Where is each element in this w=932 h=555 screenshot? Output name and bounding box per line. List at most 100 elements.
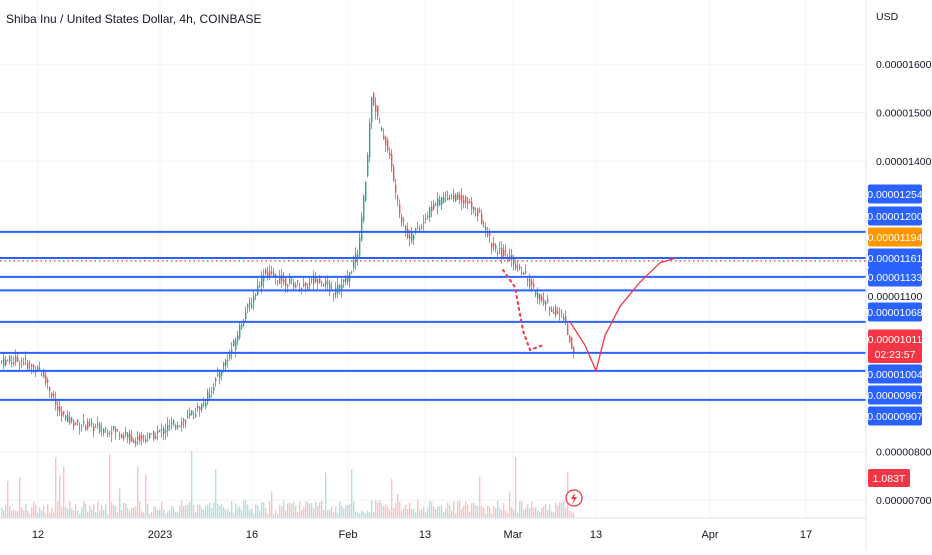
candle-body <box>515 264 517 270</box>
volume-bar <box>187 504 189 518</box>
candle-body <box>565 316 567 322</box>
volume-bar <box>515 457 517 518</box>
candle-body <box>411 230 413 241</box>
candle-body <box>163 428 165 435</box>
candle-body <box>107 432 109 435</box>
candle-body <box>303 283 305 287</box>
candle-body <box>481 213 483 225</box>
volume-bar <box>245 500 247 518</box>
candle-body <box>35 371 37 373</box>
volume-bar <box>395 502 397 518</box>
volume-bar <box>173 507 175 518</box>
volume-bar <box>291 503 293 518</box>
candle-body <box>7 360 9 362</box>
volume-bar <box>455 513 457 518</box>
candle-body <box>391 153 393 168</box>
volume-bar <box>189 501 191 518</box>
candle-body <box>165 430 167 433</box>
volume-bar <box>251 509 253 518</box>
volume-bar <box>97 501 99 518</box>
volume-bar <box>483 507 485 518</box>
candle-body <box>211 391 213 393</box>
price-label: 0.00000967 <box>867 390 923 402</box>
price-label: 0.00001254 <box>867 189 923 201</box>
volume-bar <box>273 513 275 518</box>
candle-body <box>109 433 111 434</box>
candle-body <box>393 166 395 182</box>
candle-body <box>543 299 545 304</box>
candle-body <box>131 435 133 442</box>
x-tick-label: Apr <box>701 529 718 541</box>
volume-bar <box>555 502 557 518</box>
candle-body <box>115 428 117 433</box>
volume-bar <box>399 501 401 518</box>
volume-bar <box>95 512 97 518</box>
volume-bar <box>217 503 219 518</box>
volume-bar <box>421 509 423 518</box>
volume-bar <box>63 466 65 518</box>
candle-body <box>449 198 451 200</box>
candle-body <box>395 185 397 193</box>
candle-body <box>559 313 561 315</box>
volume-bar <box>477 506 479 518</box>
candle-body <box>319 277 321 283</box>
volume-bar <box>89 505 91 518</box>
volume-bar <box>281 506 283 518</box>
volume-bar <box>321 500 323 518</box>
x-tick-label: Mar <box>504 529 523 541</box>
level-layer <box>0 230 866 401</box>
candle-body <box>317 279 319 283</box>
candle-body <box>157 430 159 434</box>
volume-bar <box>5 504 7 518</box>
candle-body <box>169 426 171 427</box>
volume-bar <box>249 509 251 518</box>
volume-bar <box>13 509 15 518</box>
volume-bar <box>523 509 525 518</box>
candle-body <box>495 244 497 250</box>
projection-layer <box>502 257 677 507</box>
candle-body <box>139 434 141 442</box>
candle-body <box>347 276 349 283</box>
volume-bar <box>59 475 61 518</box>
candle-body <box>469 201 471 204</box>
volume-bar <box>157 509 159 518</box>
candle-body <box>213 386 215 392</box>
volume-bar <box>387 507 389 518</box>
volume-bar <box>9 506 11 518</box>
candle-body <box>345 276 347 282</box>
volume-bar <box>149 513 151 518</box>
candle-body <box>55 398 57 406</box>
candle-body <box>117 429 119 430</box>
volume-bar <box>23 510 25 518</box>
candle-body <box>43 369 45 378</box>
candle-body <box>493 243 495 247</box>
candle-body <box>175 425 177 429</box>
candle-body <box>179 426 181 428</box>
candle-body <box>229 351 231 358</box>
volume-bar <box>487 505 489 518</box>
candle-body <box>145 439 147 442</box>
volume-bar <box>469 511 471 518</box>
candle-body <box>547 299 549 302</box>
candle-body <box>203 403 205 405</box>
candle-body <box>45 375 47 384</box>
candle-body <box>225 360 227 366</box>
candle-body <box>143 437 145 438</box>
price-label-bg <box>868 227 922 247</box>
volume-bar <box>195 512 197 518</box>
volume-bar <box>429 500 431 518</box>
candle-body <box>553 312 555 314</box>
volume-bar <box>179 505 181 518</box>
volume-bar <box>3 510 5 518</box>
volume-bar <box>221 504 223 518</box>
x-tick-label: 17 <box>800 529 812 541</box>
candle-body <box>63 411 65 415</box>
candle-body <box>523 272 525 275</box>
volume-bar <box>343 508 345 518</box>
volume-bar <box>559 502 561 518</box>
volume-bar <box>385 504 387 518</box>
candle-body <box>521 272 523 274</box>
candle-body <box>27 362 29 369</box>
candle-body <box>183 418 185 422</box>
volume-bar <box>373 511 375 518</box>
